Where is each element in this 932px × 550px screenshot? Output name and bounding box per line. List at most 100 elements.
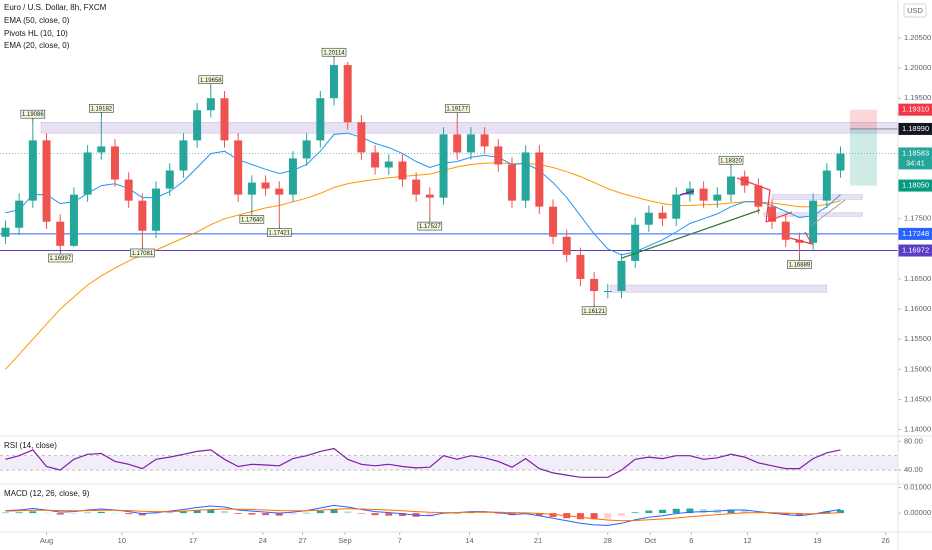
macd-bar (84, 512, 92, 514)
candle-body (521, 152, 530, 201)
candle-body (453, 134, 462, 153)
candle-body (644, 212, 653, 225)
pivot-label: 1.16889 (789, 263, 811, 269)
pivot-label: 1.19182 (90, 106, 112, 112)
pivot-label: 1.18320 (720, 158, 742, 164)
currency[interactable]: USD (907, 6, 923, 15)
candle-body (343, 65, 352, 123)
currency-box[interactable] (903, 3, 927, 18)
candle-body (809, 200, 818, 243)
macd-bar (138, 513, 146, 516)
trend-line (736, 177, 771, 223)
candle-body (69, 194, 78, 246)
x-tick-label: 27 (298, 536, 306, 545)
macd-bar (43, 512, 51, 514)
candle-body (110, 146, 119, 180)
price-label-box (898, 122, 932, 135)
macd-bar (398, 513, 406, 516)
legend-entry: Pivots HL (10, 10) (4, 29, 68, 38)
rsi-line (5, 447, 841, 478)
macd-bar (357, 513, 365, 514)
candle-body (97, 146, 106, 153)
trend-line (789, 231, 814, 245)
macd-bar (535, 513, 543, 516)
candle-body (1, 227, 10, 237)
candle-body (768, 206, 777, 222)
price-label: 1.17248 (902, 229, 929, 238)
zone (610, 284, 828, 293)
macd-bar (221, 511, 228, 514)
candle-body (425, 194, 434, 198)
macd-bar (125, 513, 133, 515)
candle-body (124, 179, 133, 201)
plot-layer: 1.19086 1.16997 1.19182 1.17081 1.19658 1.176… (0, 33, 932, 545)
candle-body (247, 182, 256, 195)
price-label: 1.19310 (902, 105, 929, 114)
x-tick-label: 28 (604, 536, 612, 545)
macd-bar (645, 510, 653, 514)
x-tick-label: Aug (40, 536, 53, 545)
trend-line (765, 211, 793, 223)
candle-body (822, 170, 831, 201)
price-label: 1.18050 (902, 181, 929, 190)
candle-body (275, 188, 284, 195)
y-tick-label: 80.00 (904, 436, 923, 445)
x-tick-label: 14 (465, 536, 473, 545)
macd-bar (576, 513, 584, 520)
price-label: 1.18990 (902, 124, 929, 133)
macd-bar (56, 513, 64, 515)
pivot-label: 1.20114 (323, 50, 345, 56)
ema-line (5, 132, 841, 256)
macd-bar (426, 513, 434, 517)
pivot-label: 1.16121 (583, 309, 605, 315)
x-tick-label: 19 (813, 536, 821, 545)
price-label-box (898, 179, 932, 192)
macd-bar (617, 513, 625, 516)
candle-body (549, 206, 558, 237)
pivot-label: 1.17527 (419, 224, 441, 230)
price-label: 1.16972 (902, 246, 929, 255)
candle-body (316, 98, 325, 141)
pivot-box (89, 104, 114, 113)
candle-body (836, 153, 845, 171)
macd-bar (727, 509, 735, 514)
macd-bar (659, 509, 667, 514)
macd-bar (15, 512, 23, 514)
pivot-label: 1.17640 (241, 217, 263, 223)
candle-body (42, 140, 51, 222)
candle-body (206, 98, 215, 111)
pivot-box (130, 248, 155, 258)
candle-body (56, 221, 65, 246)
y-tick-label: 1.14500 (904, 394, 931, 403)
candle-body (439, 134, 448, 198)
candle-body (726, 176, 735, 195)
panel-title: MACD (12, 26, close, 9) (4, 489, 90, 498)
candle-body (631, 224, 640, 261)
candle-body (28, 140, 37, 201)
candle-body (480, 134, 489, 147)
legend-entry: EMA (20, close, 0) (4, 41, 70, 50)
candle-body (713, 194, 722, 201)
price-label: 1.18583 (902, 148, 929, 157)
zone (40, 122, 899, 134)
candle-body (302, 140, 311, 159)
signal-line (5, 508, 841, 522)
macd-bar (179, 511, 187, 514)
candle-body (494, 146, 503, 165)
candle-body (535, 152, 544, 207)
y-tick-label: 1.14000 (904, 425, 931, 434)
macd-bar (70, 513, 78, 514)
candle-body (603, 291, 612, 293)
position-reward (850, 128, 877, 186)
macd-bar (604, 513, 612, 519)
candle-body (781, 221, 790, 240)
y-tick-label: 40.00 (904, 465, 923, 474)
pivot-box (787, 260, 812, 269)
candle-body (288, 158, 297, 195)
candle-body (617, 260, 626, 292)
pivot-box (20, 109, 46, 119)
position-risk (850, 109, 877, 129)
